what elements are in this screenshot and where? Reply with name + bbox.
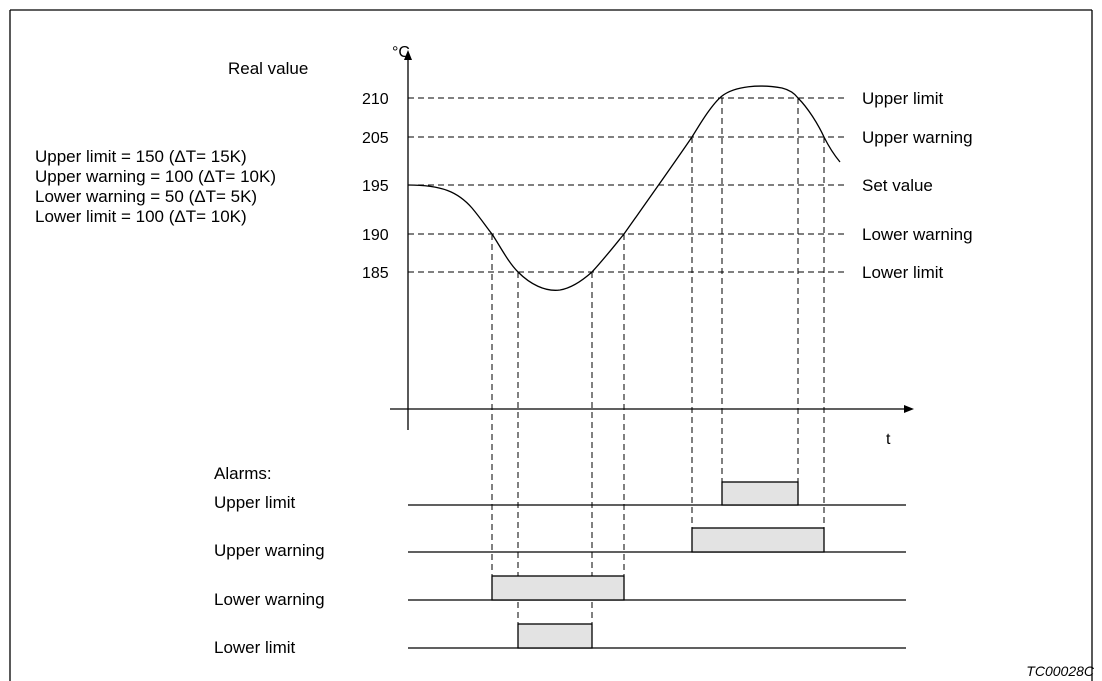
alarm-pulse-upper-warning [691, 527, 825, 553]
threshold-lines [408, 97, 848, 273]
alarm-pulse-lower-warning [491, 575, 625, 601]
alarm-label-upper-limit: Upper limit [214, 493, 296, 512]
crossing-guides [491, 98, 825, 648]
axes [390, 50, 914, 430]
tick-210: 210 [362, 91, 389, 108]
diagram-frame [9, 9, 1093, 681]
alarm-label-lower-limit: Lower limit [214, 638, 296, 657]
settings-line-3: Lower warning = 50 (ΔT= 5K) [35, 187, 257, 206]
x-axis-arrowhead [904, 405, 914, 413]
figure-code: TC00028C [1026, 663, 1095, 679]
level-label-upper-warning: Upper warning [862, 128, 973, 147]
tick-190: 190 [362, 227, 389, 244]
level-label-set-value: Set value [862, 176, 933, 195]
level-label-lower-limit: Lower limit [862, 263, 944, 282]
alarm-label-lower-warning: Lower warning [214, 590, 325, 609]
tick-185: 185 [362, 265, 389, 282]
level-labels: Upper limit Upper warning Set value Lowe… [862, 89, 973, 282]
alarm-baselines [408, 504, 906, 649]
tick-labels: 210 205 195 190 185 [362, 91, 389, 282]
alarm-pulse-upper-limit [721, 481, 799, 506]
settings-line-2: Upper warning = 100 (ΔT= 10K) [35, 167, 276, 186]
alarm-label-upper-warning: Upper warning [214, 541, 325, 560]
alarm-pulses [491, 481, 825, 649]
settings-line-1: Upper limit = 150 (ΔT= 15K) [35, 147, 247, 166]
tick-195: 195 [362, 178, 389, 195]
y-axis-arrowhead [404, 50, 412, 60]
level-label-lower-warning: Lower warning [862, 225, 973, 244]
real-value-label: Real value [228, 59, 308, 78]
alarm-pulse-lower-limit [517, 623, 593, 649]
temperature-curve [407, 85, 841, 291]
y-unit-label: °C [392, 44, 410, 61]
x-unit-label: t [886, 431, 891, 448]
tick-205: 205 [362, 130, 389, 147]
level-label-upper-limit: Upper limit [862, 89, 944, 108]
settings-line-4: Lower limit = 100 (ΔT= 10K) [35, 207, 247, 226]
alarms-title: Alarms: [214, 464, 272, 483]
